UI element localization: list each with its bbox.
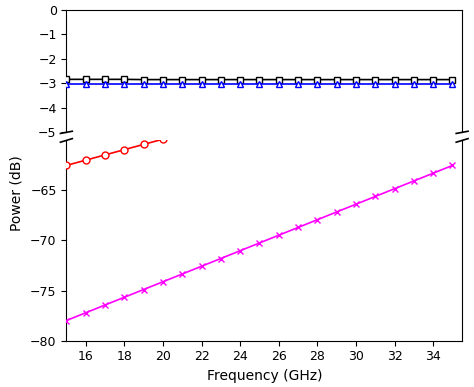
Reflected co-Pol: [276, 233, 282, 238]
Transmitted co-Pol: [373, 77, 378, 82]
Transmitted co-Pol: [430, 77, 436, 82]
Reflected x-Pol: [121, 81, 127, 86]
Reflected x-Pol: [102, 81, 108, 86]
Reflected x-Pol: [237, 81, 243, 86]
Reflected x-Pol: [373, 81, 378, 86]
Transmitted co-Pol: [450, 77, 456, 82]
Legend: Transmitted co-Pol, Transmitted x-Pol, Reflected x-Pol, Reflected co-Pol: Transmitted co-Pol, Transmitted x-Pol, R…: [112, 156, 274, 239]
Transmitted co-Pol: [160, 77, 166, 82]
Reflected co-Pol: [256, 241, 262, 245]
Transmitted x-Pol: [256, 111, 262, 115]
Line: Transmitted co-Pol: Transmitted co-Pol: [63, 76, 456, 83]
Reflected x-Pol: [315, 81, 320, 86]
Transmitted x-Pol: [160, 137, 166, 142]
Transmitted co-Pol: [315, 77, 320, 82]
Reflected co-Pol: [430, 171, 436, 176]
Transmitted x-Pol: [411, 68, 417, 73]
Transmitted x-Pol: [392, 74, 397, 79]
Reflected x-Pol: [276, 81, 282, 86]
Reflected x-Pol: [218, 81, 224, 86]
Reflected x-Pol: [430, 81, 436, 86]
Reflected co-Pol: [237, 248, 243, 253]
Reflected co-Pol: [141, 287, 146, 292]
Reflected x-Pol: [160, 81, 166, 86]
Transmitted x-Pol: [199, 126, 204, 131]
Reflected x-Pol: [334, 81, 339, 86]
Reflected x-Pol: [199, 81, 204, 86]
Transmitted x-Pol: [237, 116, 243, 120]
Reflected x-Pol: [295, 81, 301, 86]
Text: Power (dB): Power (dB): [9, 156, 24, 231]
Transmitted x-Pol: [141, 142, 146, 147]
Reflected co-Pol: [373, 194, 378, 199]
Transmitted co-Pol: [179, 77, 185, 82]
Line: Reflected x-Pol: Reflected x-Pol: [63, 80, 456, 87]
Transmitted co-Pol: [218, 77, 224, 82]
Transmitted x-Pol: [334, 89, 339, 94]
Reflected x-Pol: [64, 81, 69, 86]
Transmitted x-Pol: [353, 84, 359, 89]
Reflected co-Pol: [411, 179, 417, 183]
Transmitted x-Pol: [102, 152, 108, 157]
Reflected co-Pol: [102, 303, 108, 307]
Transmitted co-Pol: [102, 77, 108, 82]
Transmitted co-Pol: [237, 77, 243, 82]
Transmitted co-Pol: [334, 77, 339, 82]
Transmitted x-Pol: [121, 147, 127, 152]
Transmitted co-Pol: [353, 77, 359, 82]
Reflected co-Pol: [295, 225, 301, 230]
Reflected co-Pol: [83, 310, 89, 315]
Line: Transmitted x-Pol: Transmitted x-Pol: [63, 57, 456, 169]
Reflected x-Pol: [256, 81, 262, 86]
Reflected co-Pol: [218, 256, 224, 261]
Reflected co-Pol: [392, 187, 397, 191]
Reflected x-Pol: [392, 81, 397, 86]
Reflected x-Pol: [141, 81, 146, 86]
Transmitted x-Pol: [315, 95, 320, 99]
Transmitted co-Pol: [199, 77, 204, 82]
Transmitted co-Pol: [411, 77, 417, 82]
Reflected co-Pol: [64, 318, 69, 323]
Reflected co-Pol: [121, 295, 127, 300]
Reflected x-Pol: [83, 81, 89, 86]
Transmitted co-Pol: [121, 77, 127, 82]
Transmitted x-Pol: [450, 58, 456, 63]
Transmitted co-Pol: [141, 77, 146, 82]
Transmitted x-Pol: [276, 105, 282, 110]
Line: Reflected co-Pol: Reflected co-Pol: [63, 162, 456, 324]
X-axis label: Frequency (GHz): Frequency (GHz): [207, 369, 322, 383]
Reflected co-Pol: [199, 264, 204, 269]
Transmitted co-Pol: [392, 77, 397, 82]
Transmitted co-Pol: [83, 77, 89, 82]
Transmitted x-Pol: [83, 158, 89, 163]
Reflected co-Pol: [450, 163, 456, 168]
Transmitted co-Pol: [276, 77, 282, 82]
Transmitted x-Pol: [295, 100, 301, 105]
Transmitted x-Pol: [179, 132, 185, 136]
Transmitted co-Pol: [256, 77, 262, 82]
Transmitted x-Pol: [373, 79, 378, 84]
Reflected x-Pol: [411, 81, 417, 86]
Transmitted x-Pol: [430, 63, 436, 68]
Reflected x-Pol: [179, 81, 185, 86]
Reflected co-Pol: [160, 279, 166, 284]
Transmitted x-Pol: [64, 163, 69, 168]
Transmitted x-Pol: [218, 121, 224, 126]
Reflected co-Pol: [353, 202, 359, 207]
Reflected x-Pol: [353, 81, 359, 86]
Reflected co-Pol: [334, 210, 339, 214]
Reflected co-Pol: [179, 272, 185, 276]
Reflected x-Pol: [450, 81, 456, 86]
Transmitted co-Pol: [64, 77, 69, 82]
Reflected co-Pol: [315, 217, 320, 222]
Transmitted co-Pol: [295, 77, 301, 82]
